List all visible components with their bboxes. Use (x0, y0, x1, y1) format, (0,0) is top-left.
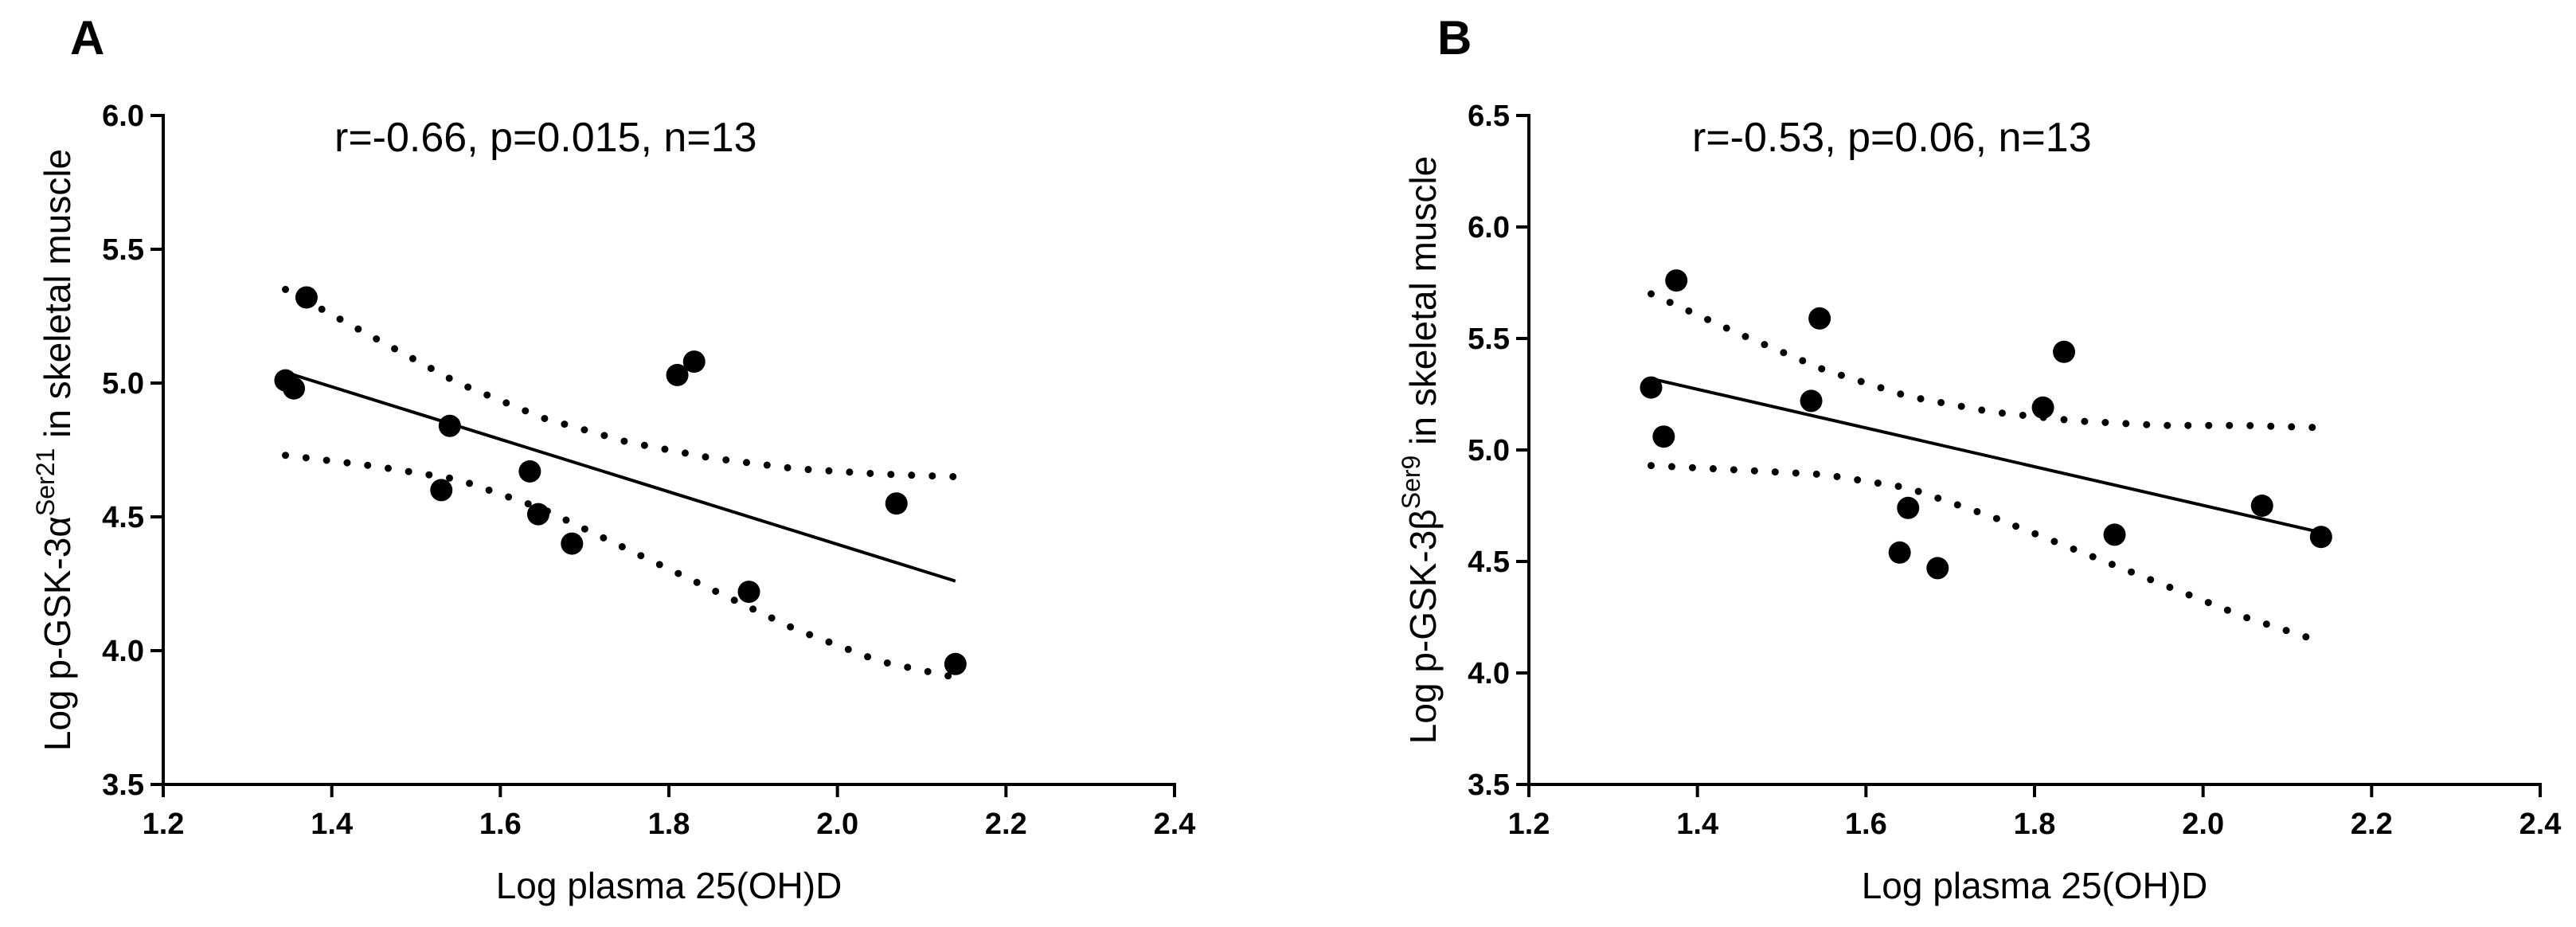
x-tick-label: 1.2 (1508, 808, 1550, 841)
y-tick-label: 3.5 (102, 769, 144, 802)
y-tick-label: 5.0 (102, 367, 144, 401)
confidence-band-upper (1648, 290, 2325, 432)
data-point (518, 460, 541, 483)
y-axis-title-tail: in skeletal muscle (1402, 156, 1444, 456)
x-tick-label: 1.2 (143, 808, 185, 841)
x-tick-label: 1.4 (311, 808, 353, 841)
data-point (2031, 396, 2054, 419)
data-point (1640, 376, 1663, 399)
data-point (1652, 425, 1675, 448)
y-tick-label: 6.0 (102, 100, 144, 133)
y-axis-title: Log p-GSK-3αSer21 in skeletal muscle (31, 149, 78, 751)
x-tick-label: 1.6 (479, 808, 522, 841)
x-axis-title: Log plasma 25(OH)D (1862, 865, 2208, 906)
x-tick-label: 2.2 (985, 808, 1027, 841)
data-point (2250, 495, 2273, 517)
data-point (1897, 496, 1920, 519)
y-tick-label: 4.0 (1468, 657, 1510, 690)
confidence-band-lower (1648, 462, 2325, 646)
x-tick-label: 2.0 (816, 808, 858, 841)
data-point (666, 363, 689, 386)
y-axis-title-superscript: Ser21 (31, 448, 60, 516)
y-axis-title-main: Log p-GSK-3β (1402, 509, 1444, 744)
y-axis-title: Log p-GSK-3βSer9 in skeletal muscle (1397, 156, 1444, 744)
data-point (526, 503, 549, 526)
y-tick-label: 5.5 (1468, 323, 1510, 356)
x-tick-label: 2.0 (2182, 808, 2224, 841)
data-point (1808, 307, 1831, 330)
data-point (737, 581, 760, 604)
y-tick-label: 6.5 (1468, 100, 1510, 133)
confidence-band-lower (282, 452, 960, 682)
y-tick-label: 4.5 (1468, 546, 1510, 579)
y-tick-label: 5.5 (102, 233, 144, 267)
stats-annotation: r=-0.53, p=0.06, n=13 (1692, 115, 2092, 161)
y-axis-title-superscript: Ser9 (1397, 456, 1425, 510)
panel-letter: B (1437, 11, 1472, 65)
data-point (1888, 541, 1911, 564)
data-point (2103, 523, 2126, 546)
panel-b: B 3.5 4.0 4.5 5.0 5.5 6.0 6.5 1.2 1.4 1.6 1.8 2.0 2.2… (1397, 11, 2561, 906)
y-tick-label: 4.5 (102, 501, 144, 534)
data-point (1665, 269, 1688, 292)
confidence-band-upper (282, 285, 960, 481)
y-tick-label: 4.0 (102, 635, 144, 668)
x-tick-label: 2.4 (2519, 808, 2562, 841)
data-point (283, 377, 306, 400)
y-tick-label: 3.5 (1468, 769, 1510, 802)
data-point (1926, 557, 1949, 580)
panel-letter: A (70, 11, 104, 65)
y-tick-label: 5.0 (1468, 434, 1510, 467)
x-tick-label: 1.4 (1676, 808, 1718, 841)
panel-a: A 3.5 4.0 4.5 5.0 5.5 6.0 1.2 1.4 1.6 1.8 2.0 2.2 2.4… (31, 11, 1195, 906)
data-point (944, 652, 967, 675)
y-axis-title-tail: in skeletal muscle (37, 149, 78, 448)
x-tick-label: 1.8 (648, 808, 690, 841)
stats-annotation: r=-0.66, p=0.015, n=13 (334, 115, 757, 161)
data-point (885, 492, 908, 515)
x-tick-label: 1.8 (2014, 808, 2056, 841)
x-tick-label: 2.4 (1154, 808, 1196, 841)
y-tick-label: 6.0 (1468, 211, 1510, 244)
data-point (295, 286, 318, 309)
data-point (2309, 526, 2332, 549)
x-axis-title: Log plasma 25(OH)D (496, 865, 842, 906)
data-point (561, 532, 584, 555)
data-point (1800, 389, 1823, 413)
x-tick-label: 1.6 (1845, 808, 1887, 841)
regression-line (284, 370, 956, 583)
data-point (430, 479, 453, 502)
x-tick-label: 2.2 (2351, 808, 2393, 841)
y-axis-title-main: Log p-GSK-3α (37, 516, 78, 751)
data-point (2053, 340, 2076, 363)
data-point (438, 414, 461, 437)
regression-line (1651, 377, 2322, 534)
data-point (682, 350, 706, 374)
